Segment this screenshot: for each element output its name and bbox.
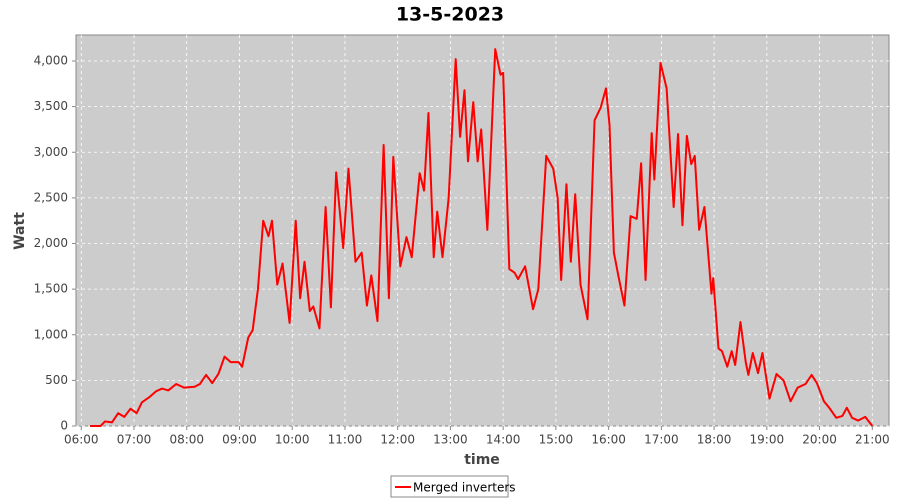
legend-label: Merged inverters <box>413 481 516 495</box>
data-line <box>90 48 874 427</box>
y-tick-label: 1,500 <box>34 282 68 296</box>
y-tick-label: 3,000 <box>34 145 68 159</box>
x-tick-label: 15:00 <box>539 433 574 447</box>
x-tick-label: 21:00 <box>855 433 890 447</box>
x-tick-label: 18:00 <box>697 433 732 447</box>
y-tick-label: 4,000 <box>34 54 68 68</box>
legend <box>390 475 509 498</box>
x-axis-label: time <box>464 452 500 468</box>
x-tick-label: 07:00 <box>117 433 152 447</box>
y-tick-label: 2,000 <box>34 236 68 250</box>
x-tick-label: 19:00 <box>750 433 785 447</box>
x-tick-label: 17:00 <box>644 433 679 447</box>
x-tick-label: 20:00 <box>802 433 837 447</box>
x-tick-label: 13:00 <box>433 433 468 447</box>
x-tick-label: 10:00 <box>275 433 310 447</box>
plot-area <box>75 34 890 427</box>
x-tick-label: 14:00 <box>486 433 521 447</box>
y-tick-label: 500 <box>45 373 68 387</box>
y-tick-label: 0 <box>60 419 68 433</box>
y-tick-label: 1,000 <box>34 327 68 341</box>
y-tick-label: 2,500 <box>34 190 68 204</box>
x-tick-label: 12:00 <box>380 433 415 447</box>
x-tick-label: 09:00 <box>222 433 257 447</box>
y-axis-label: Watt <box>12 212 28 250</box>
chart-title: 13-5-2023 <box>396 4 504 26</box>
y-tick-label: 3,500 <box>34 99 68 113</box>
x-tick-label: 11:00 <box>328 433 363 447</box>
x-tick-label: 16:00 <box>591 433 626 447</box>
x-tick-label: 06:00 <box>64 433 99 447</box>
x-tick-label: 08:00 <box>169 433 204 447</box>
